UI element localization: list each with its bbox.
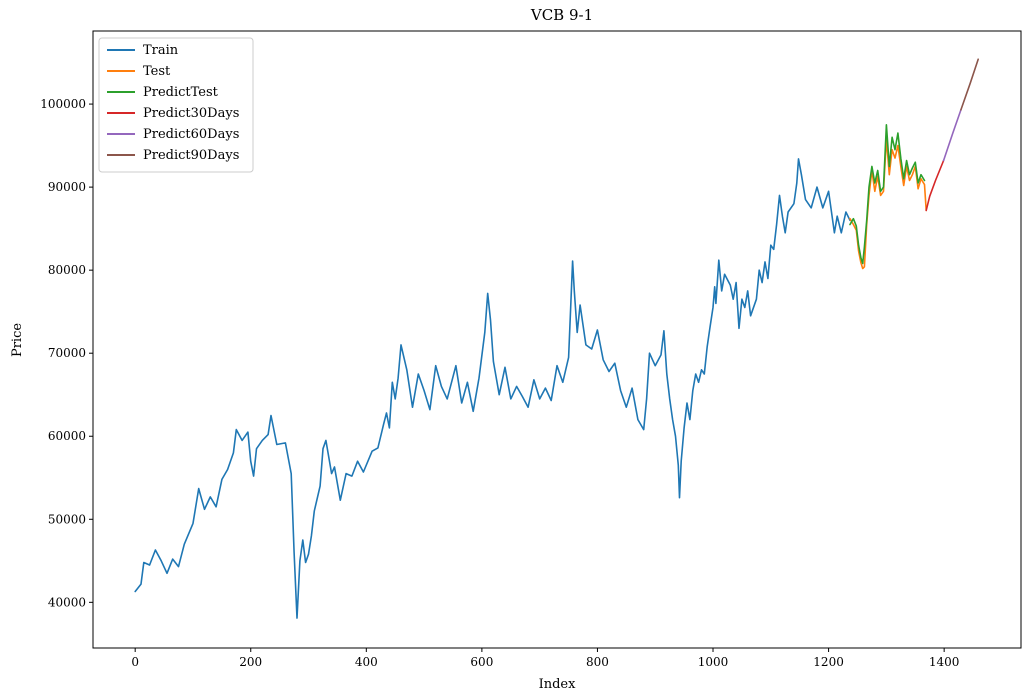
series-layer [134, 58, 979, 619]
legend-label-predict90days: Predict90Days [143, 148, 239, 163]
legend-label-train: Train [143, 43, 179, 58]
x-tick-label: 1200 [813, 655, 844, 669]
series-line-predict60days [942, 109, 962, 162]
y-tick-label: 80000 [48, 263, 86, 277]
y-tick-label: 100000 [40, 97, 86, 111]
legend-label-predict30days: Predict30Days [143, 106, 239, 121]
series-line-predict90days [960, 58, 979, 111]
x-axis: 0 200 400 600 800 1000 1200 1400 [131, 648, 959, 669]
x-tick-label: 1000 [698, 655, 729, 669]
y-axis: 40000 50000 60000 70000 80000 90000 100000 [40, 97, 93, 609]
legend-label-test: Test [143, 64, 171, 79]
x-axis-label: Index [539, 677, 577, 692]
legend-label-predicttest: PredictTest [143, 85, 219, 100]
legend: Train Test PredictTest Predict30Days Predict… [98, 37, 254, 173]
series-line-train [134, 158, 851, 619]
y-tick-label: 70000 [48, 346, 86, 360]
y-axis-label: Price [10, 323, 25, 357]
x-tick-label: 1400 [929, 655, 960, 669]
y-tick-label: 90000 [48, 180, 86, 194]
y-tick-label: 60000 [48, 429, 86, 443]
x-tick-label: 400 [355, 655, 378, 669]
legend-label-predict60days: Predict60Days [143, 127, 239, 142]
y-tick-label: 50000 [48, 512, 86, 526]
legend-box [98, 37, 254, 173]
x-tick-label: 0 [131, 655, 139, 669]
y-tick-label: 40000 [48, 595, 86, 609]
chart-title: VCB 9-1 [530, 6, 593, 24]
x-tick-label: 200 [239, 655, 262, 669]
x-tick-label: 800 [586, 655, 609, 669]
series-line-predict30days [925, 159, 945, 212]
x-tick-label: 600 [470, 655, 493, 669]
series-line-predicttest [849, 124, 926, 265]
plot-frame [92, 30, 1022, 649]
